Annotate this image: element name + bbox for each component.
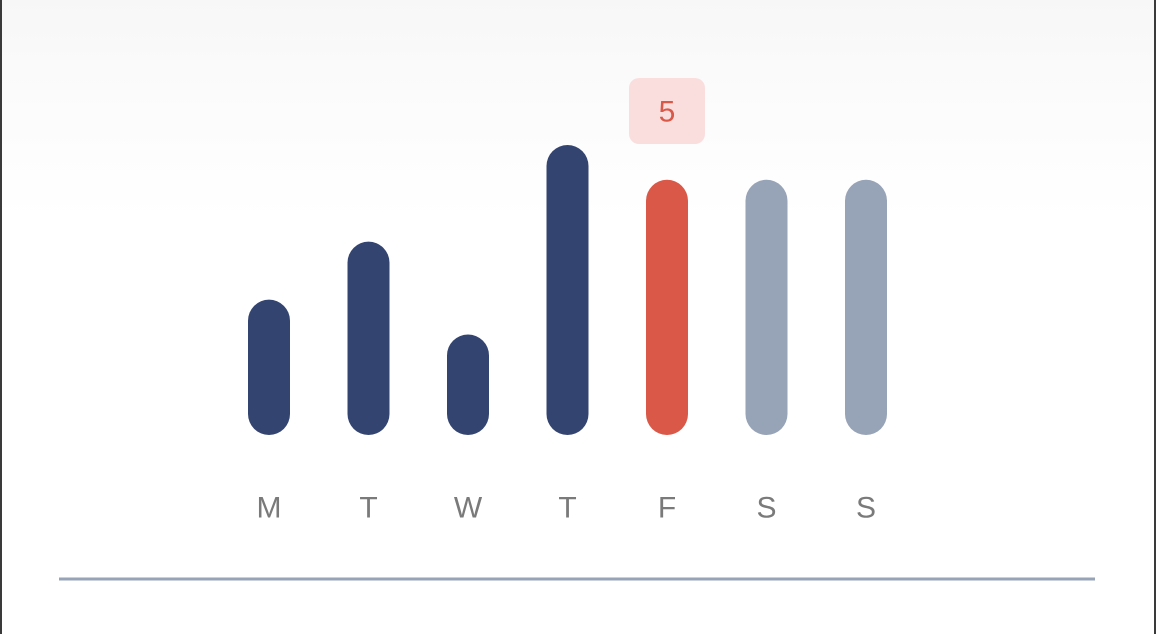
tick-label-3: T (558, 492, 576, 525)
tick-label-2: W (454, 492, 483, 525)
tick-label-5: S (756, 492, 776, 525)
bars-group (248, 145, 887, 435)
bar-3 (546, 145, 589, 435)
bar-0 (248, 299, 290, 435)
tick-label-0: M (257, 492, 282, 525)
bar-4 (646, 179, 688, 435)
callout-label: 5 (659, 96, 676, 129)
tick-label-4: F (658, 492, 676, 525)
bar-1 (347, 241, 390, 435)
tick-label-1: T (359, 492, 377, 525)
bar-6 (845, 179, 887, 435)
callout-badge (629, 78, 705, 144)
tick-label-6: S (856, 492, 876, 525)
bar-5 (745, 179, 788, 435)
value-callout: 5 (629, 78, 705, 144)
bar-2 (447, 334, 489, 435)
